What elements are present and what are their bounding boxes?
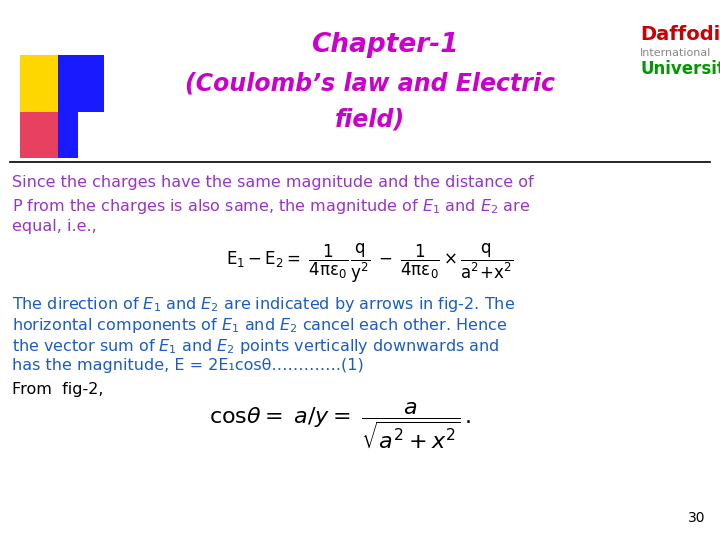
Text: University: University [640, 60, 720, 78]
Text: equal, i.e.,: equal, i.e., [12, 219, 96, 234]
Text: field): field) [335, 108, 405, 132]
Text: (Coulomb’s law and Electric: (Coulomb’s law and Electric [185, 72, 555, 96]
Bar [20, 55, 62, 112]
Text: 30: 30 [688, 511, 705, 525]
Text: the vector sum of $\boldsymbol{E_1}$ and $\boldsymbol{E_2}$ points vertically do: the vector sum of $\boldsymbol{E_1}$ and… [12, 337, 500, 356]
Text: horizontal components of $\boldsymbol{E_1}$ and $\boldsymbol{E_2}$ cancel each o: horizontal components of $\boldsymbol{E_… [12, 316, 508, 335]
Text: The direction of $\boldsymbol{E_1}$ and $\boldsymbol{E_2}$ are indicated by arro: The direction of $\boldsymbol{E_1}$ and … [12, 295, 515, 314]
Bar [62, 55, 104, 112]
Text: From  fig-2,: From fig-2, [12, 382, 104, 397]
Text: $\mathrm{cos}\theta = \; a/y = \; \dfrac{a}{\sqrt{a^2+x^2}}\,.$: $\mathrm{cos}\theta = \; a/y = \; \dfrac… [209, 400, 471, 450]
Bar [58, 55, 78, 158]
Text: Daffodil: Daffodil [640, 25, 720, 44]
Text: Chapter-1: Chapter-1 [311, 32, 459, 58]
Text: Since the charges have the same magnitude and the distance of: Since the charges have the same magnitud… [12, 175, 534, 190]
Text: has the magnitude, E = 2E₁cosθ………….(1): has the magnitude, E = 2E₁cosθ………….(1) [12, 358, 364, 373]
Text: P from the charges is also same, the magnitude of $E_1$ and $E_2$ are: P from the charges is also same, the mag… [12, 197, 530, 216]
Text: $\mathrm{E_1 - E_2 = \; \dfrac{1}{4\pi\varepsilon_0}\,\dfrac{q}{y^2}\; - \; \dfr: $\mathrm{E_1 - E_2 = \; \dfrac{1}{4\pi\v… [226, 242, 514, 285]
Bar [20, 112, 62, 158]
Text: International: International [640, 48, 711, 58]
